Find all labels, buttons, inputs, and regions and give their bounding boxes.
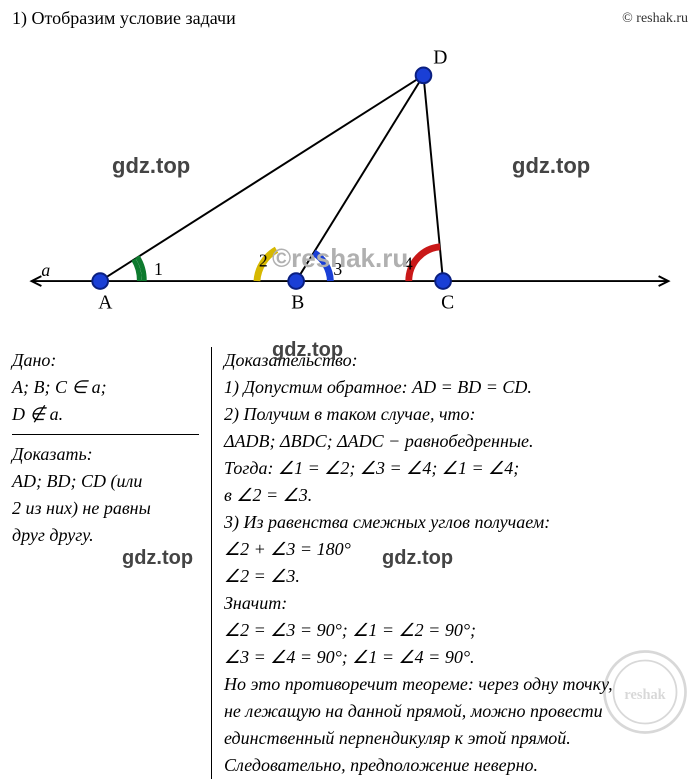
step-title: 1) Отобразим условие задачи <box>12 8 236 29</box>
given-title: Дано: <box>12 347 199 374</box>
angle-2-label: 2 <box>259 250 268 270</box>
proof-l14: единственный перпендикуляр к этой прямой… <box>224 725 688 752</box>
proof-l5: в ∠2 = ∠3. <box>224 482 688 509</box>
angle-1-label: 1 <box>154 259 163 279</box>
proof-l3: ΔADB; ΔBDC; ΔADC − равнобедренные. <box>224 428 688 455</box>
proof-l13: не лежащую на данной прямой, можно прове… <box>224 698 688 725</box>
proof-l2: 2) Получим в таком случае, что: <box>224 401 688 428</box>
point-b-label: B <box>291 293 304 314</box>
proof-title: Доказательство: <box>224 347 688 374</box>
proof-l10: ∠2 = ∠3 = 90°; ∠1 = ∠2 = 90°; <box>224 617 688 644</box>
prove-title: Доказать: <box>12 441 199 468</box>
geometry-svg: a A B C D 1 2 3 4 <box>12 33 688 343</box>
proof-l7: ∠2 + ∠3 = 180° <box>224 536 688 563</box>
proof-l6: 3) Из равенства смежных углов получаем: <box>224 509 688 536</box>
point-d-label: D <box>433 48 447 69</box>
proof-l8: ∠2 = ∠3. <box>224 563 688 590</box>
line-label: a <box>41 260 50 280</box>
given-line1: A; B; C ∈ a; <box>12 374 199 401</box>
proof-l12: Но это противоречит теореме: через одну … <box>224 671 688 698</box>
proof-l1: 1) Допустим обратное: AD = BD = CD. <box>224 374 688 401</box>
point-c-label: C <box>441 293 454 314</box>
proof-l11: ∠3 = ∠4 = 90°; ∠1 = ∠4 = 90°. <box>224 644 688 671</box>
proof-l4: Тогда: ∠1 = ∠2; ∠3 = ∠4; ∠1 = ∠4; <box>224 455 688 482</box>
prove-line1: AD; BD; CD (или <box>12 468 199 495</box>
prove-line2: 2 из них) не равны <box>12 495 199 522</box>
copyright-text: © reshak.ru <box>622 11 688 27</box>
given-line2: D ∉ a. <box>12 401 199 428</box>
point-a-label: A <box>98 293 112 314</box>
diagram: a A B C D 1 2 3 4 gdz.top gdz.top ©resha… <box>12 33 688 343</box>
prove-line3: друг другу. <box>12 522 199 549</box>
separator <box>12 434 199 435</box>
proof-l9: Значит: <box>224 590 688 617</box>
angle-3-label: 3 <box>333 259 342 279</box>
proof-l15: Следовательно, предположение неверно. <box>224 752 688 779</box>
angle-4-label: 4 <box>404 253 413 273</box>
header-row: 1) Отобразим условие задачи © reshak.ru <box>12 8 688 29</box>
right-column: Доказательство: 1) Допустим обратное: AD… <box>212 347 688 779</box>
proof-grid: Дано: A; B; C ∈ a; D ∉ a. Доказать: AD; … <box>12 347 688 779</box>
left-column: Дано: A; B; C ∈ a; D ∉ a. Доказать: AD; … <box>12 347 212 779</box>
